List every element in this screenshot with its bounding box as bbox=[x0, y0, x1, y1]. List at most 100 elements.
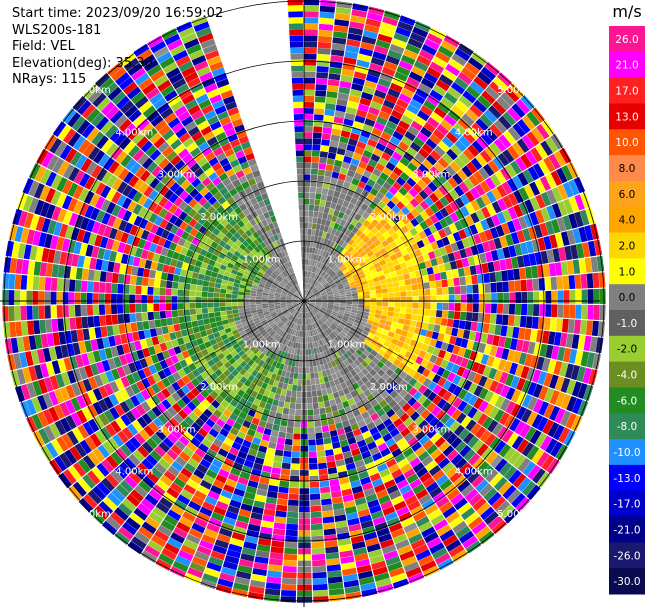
velocity-gate bbox=[453, 424, 465, 437]
velocity-gate bbox=[296, 311, 300, 318]
velocity-gate bbox=[562, 275, 570, 290]
velocity-gate bbox=[495, 314, 503, 325]
velocity-gate bbox=[356, 267, 363, 273]
velocity-gate bbox=[586, 273, 594, 289]
velocity-gate bbox=[536, 471, 551, 488]
velocity-gate bbox=[381, 288, 388, 294]
velocity-gate bbox=[407, 500, 421, 511]
velocity-gate bbox=[446, 343, 455, 353]
velocity-gate bbox=[480, 180, 491, 193]
velocity-gate bbox=[423, 185, 434, 196]
velocity-gate bbox=[331, 312, 338, 317]
velocity-gate bbox=[214, 283, 222, 289]
velocity-gate bbox=[497, 72, 513, 87]
velocity-gate bbox=[422, 253, 430, 262]
velocity-gate bbox=[289, 481, 300, 488]
velocity-gate bbox=[111, 304, 118, 315]
velocity-gate bbox=[251, 468, 262, 477]
velocity-gate bbox=[268, 564, 283, 572]
velocity-gate bbox=[453, 122, 467, 135]
velocity-gate bbox=[529, 181, 541, 196]
velocity-gate bbox=[313, 322, 318, 329]
velocity-gate bbox=[199, 506, 213, 517]
velocity-gate bbox=[433, 248, 442, 258]
velocity-gate bbox=[581, 242, 591, 258]
velocity-gate bbox=[436, 524, 452, 537]
velocity-gate bbox=[476, 502, 491, 516]
velocity-gate bbox=[335, 327, 342, 333]
velocity-gate bbox=[273, 455, 283, 463]
velocity-gate bbox=[335, 153, 345, 162]
velocity-gate bbox=[349, 89, 362, 98]
velocity-gate bbox=[422, 378, 432, 388]
velocity-gate bbox=[377, 33, 393, 44]
velocity-gate bbox=[333, 447, 343, 455]
velocity-gate bbox=[318, 277, 324, 283]
velocity-gate bbox=[368, 201, 378, 210]
velocity-gate bbox=[312, 241, 317, 248]
velocity-gate bbox=[433, 421, 445, 432]
velocity-gate bbox=[437, 349, 447, 359]
velocity-gate bbox=[390, 271, 398, 278]
velocity-gate bbox=[305, 289, 307, 296]
velocity-gate bbox=[318, 23, 334, 31]
velocity-gate bbox=[323, 437, 332, 445]
velocity-gate bbox=[591, 320, 599, 337]
velocity-gate bbox=[439, 218, 449, 229]
velocity-gate bbox=[376, 305, 383, 311]
velocity-gate bbox=[353, 547, 368, 556]
velocity-gate bbox=[366, 192, 376, 202]
velocity-gate bbox=[316, 66, 329, 73]
velocity-gate bbox=[195, 291, 202, 297]
velocity-gate bbox=[208, 312, 215, 318]
velocity-gate bbox=[378, 349, 386, 357]
velocity-gate bbox=[396, 65, 411, 77]
velocity-gate bbox=[93, 281, 100, 293]
velocity-gate bbox=[351, 306, 358, 311]
velocity-gate bbox=[475, 479, 489, 493]
velocity-gate bbox=[365, 239, 374, 247]
velocity-gate bbox=[237, 476, 249, 486]
velocity-gate bbox=[473, 233, 482, 245]
velocity-gate bbox=[444, 262, 452, 271]
velocity-gate bbox=[364, 257, 372, 264]
velocity-gate bbox=[396, 176, 406, 187]
velocity-gate bbox=[496, 184, 508, 198]
velocity-gate bbox=[307, 397, 313, 404]
velocity-gate bbox=[312, 217, 318, 224]
velocity-gate bbox=[454, 457, 468, 471]
velocity-gate bbox=[491, 520, 507, 535]
velocity-gate bbox=[311, 156, 320, 163]
velocity-gate bbox=[337, 211, 345, 219]
velocity-gate bbox=[335, 204, 342, 212]
velocity-gate bbox=[457, 377, 467, 388]
velocity-gate bbox=[393, 286, 400, 292]
velocity-gate bbox=[391, 38, 407, 49]
velocity-gate bbox=[378, 137, 389, 147]
velocity-gate bbox=[462, 432, 475, 445]
velocity-gate bbox=[487, 515, 503, 530]
velocity-gate bbox=[213, 292, 220, 298]
velocity-gate bbox=[377, 270, 385, 277]
velocity-gate bbox=[366, 231, 375, 239]
velocity-gate bbox=[56, 305, 63, 318]
velocity-gate bbox=[141, 286, 148, 295]
velocity-gate bbox=[399, 442, 411, 453]
velocity-gate bbox=[32, 276, 40, 291]
velocity-gate bbox=[504, 373, 515, 387]
velocity-gate bbox=[325, 219, 331, 227]
velocity-gate bbox=[375, 289, 382, 294]
velocity-gate bbox=[350, 354, 357, 362]
velocity-gate bbox=[339, 292, 346, 296]
velocity-gate bbox=[375, 142, 386, 152]
velocity-gate bbox=[418, 335, 426, 343]
velocity-gate bbox=[293, 329, 297, 336]
velocity-gate bbox=[315, 303, 322, 306]
velocity-gate bbox=[403, 49, 418, 60]
velocity-gate bbox=[483, 273, 491, 283]
velocity-gate bbox=[451, 327, 459, 337]
velocity-gate bbox=[266, 371, 273, 379]
velocity-gate bbox=[305, 265, 308, 271]
velocity-gate bbox=[501, 222, 511, 235]
velocity-gate bbox=[368, 243, 377, 251]
